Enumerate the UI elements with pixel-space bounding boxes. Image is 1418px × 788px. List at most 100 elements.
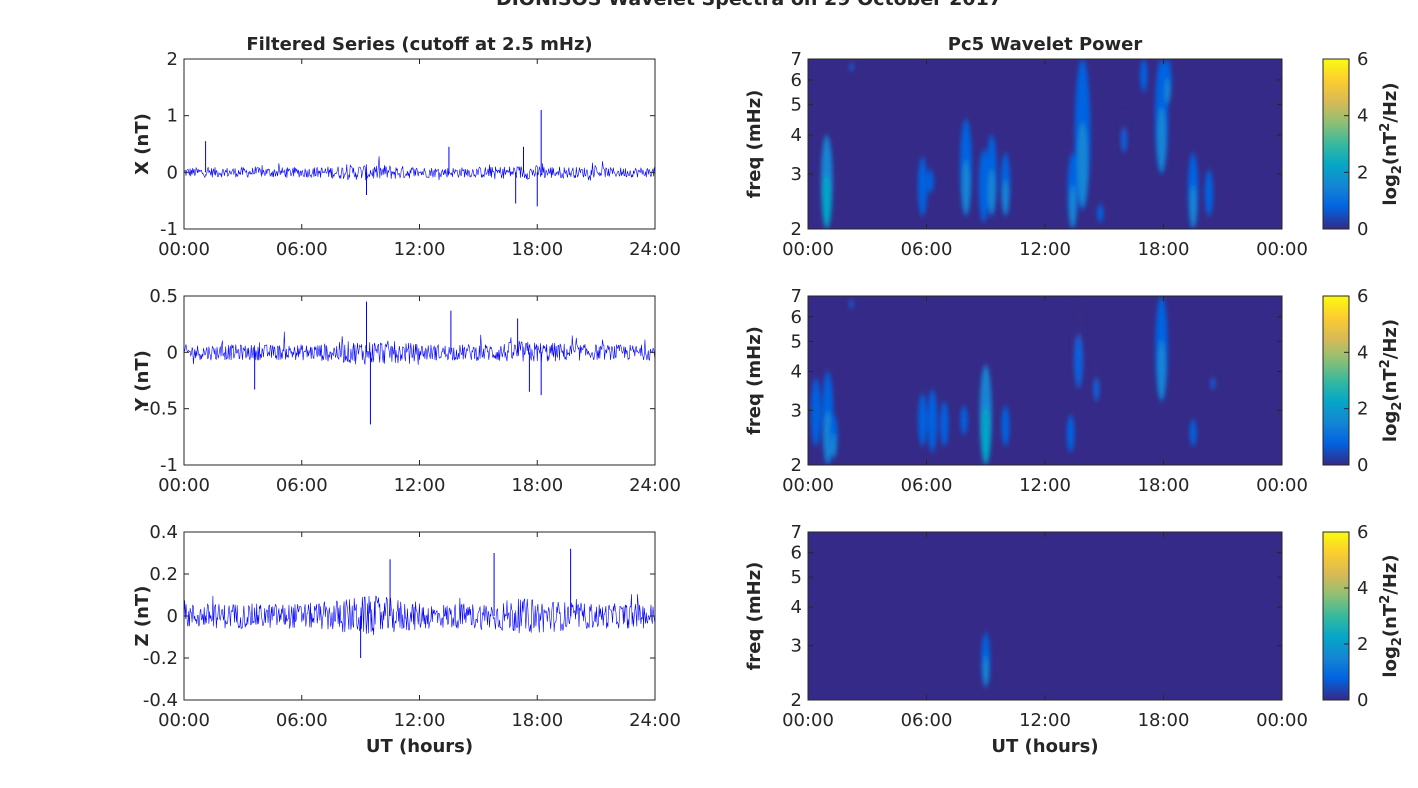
heatmap-background	[808, 296, 1282, 465]
y-tick-label: 2	[791, 690, 802, 711]
x-axis-label: UT (hours)	[991, 736, 1098, 757]
y-tick-label: 0.2	[149, 564, 178, 585]
y-tick-label: 4	[791, 597, 802, 618]
colorbar-gradient	[1322, 58, 1350, 230]
colorbar-tick-label: 0	[1357, 219, 1368, 240]
power-blob-core	[941, 420, 948, 446]
power-blob-core	[849, 64, 854, 71]
y-tick-label: 7	[791, 522, 802, 543]
y-axis-label: Y (nT)	[132, 350, 153, 412]
power-blob-core	[987, 169, 996, 215]
power-blobs	[811, 296, 1217, 465]
subplot-title: Filtered Series (cutoff at 2.5 mHz)	[246, 34, 592, 55]
filtered-trace	[183, 594, 656, 636]
x-tick-label: 00:00	[782, 475, 834, 496]
y-tick-label: 6	[791, 70, 802, 91]
y-axis-label: freq (mHz)	[744, 326, 765, 435]
y-tick-label: -1	[160, 455, 178, 476]
power-blob-core	[1141, 72, 1147, 92]
y-tick-label: 0	[167, 342, 178, 363]
colorbar-tick-label: 2	[1357, 399, 1368, 420]
subplot-2: 00:00 06:00 12:00 18:00 24:00 -1 -0.5 0 0.5 Y (nT…	[132, 286, 681, 496]
y-tick-label: 4	[791, 125, 802, 146]
power-blob-core	[1157, 340, 1166, 400]
colorbar-tick-label: 4	[1357, 578, 1368, 599]
colorbar-gradient	[1322, 531, 1350, 701]
y-tick-label: -0.5	[143, 399, 178, 420]
y-tick-label: 0	[167, 606, 178, 627]
power-blobs	[981, 632, 991, 688]
y-tick-label: 7	[791, 49, 802, 70]
y-tick-label: -0.2	[143, 648, 178, 669]
y-tick-label: 2	[791, 219, 802, 240]
power-blob-core	[1074, 335, 1083, 388]
y-tick-label: 5	[791, 331, 802, 352]
x-tick-label: 12:00	[1019, 239, 1071, 260]
power-blob-core	[812, 406, 820, 445]
y-axis-label: X (nT)	[132, 113, 153, 175]
x-tick-label: 00:00	[1256, 710, 1308, 731]
x-tick-label: 18:00	[511, 239, 563, 260]
x-tick-label: 18:00	[511, 475, 563, 496]
colorbar-tick-label: 2	[1357, 162, 1368, 183]
y-axis-label: freq (mHz)	[744, 562, 765, 671]
colorbar: 0 2 4 6 log2(nT2/Hz)	[1322, 49, 1405, 240]
x-tick-label: 00:00	[1256, 475, 1308, 496]
power-blob-core	[928, 179, 933, 193]
power-blob-core	[980, 179, 988, 221]
filtered-trace	[183, 331, 656, 365]
y-tick-label: 5	[791, 95, 802, 116]
x-tick-label: 12:00	[1019, 710, 1071, 731]
power-blob-core	[1069, 184, 1077, 228]
colorbar-tick-label: 4	[1357, 342, 1368, 363]
heatmap-background	[808, 532, 1282, 700]
power-blob-core	[1190, 430, 1196, 446]
y-tick-label: 6	[791, 307, 802, 328]
y-tick-label: 3	[791, 636, 802, 657]
heatmap-background	[808, 59, 1282, 229]
x-tick-label: 18:00	[1138, 475, 1190, 496]
power-blob-core	[823, 410, 832, 464]
y-tick-label: 3	[791, 164, 802, 185]
x-tick-label: 06:00	[901, 710, 953, 731]
y-tick-label: 1	[167, 106, 178, 127]
filtered-trace	[183, 156, 656, 181]
x-tick-label: 06:00	[276, 475, 328, 496]
x-tick-label: 18:00	[1138, 710, 1190, 731]
y-axis-label: Z (nT)	[132, 586, 153, 647]
y-tick-label: 4	[791, 361, 802, 382]
power-blob-core	[1098, 211, 1103, 223]
figure-title: DIONISOS Wavelet Spectra on 29 October 2…	[496, 0, 1002, 10]
x-tick-label: 18:00	[511, 710, 563, 731]
power-blob-core	[982, 655, 989, 687]
power-blob-core	[830, 433, 837, 458]
y-tick-label: 5	[791, 567, 802, 588]
x-tick-label: 00:00	[158, 239, 210, 260]
x-tick-label: 06:00	[276, 710, 328, 731]
x-tick-label: 24:00	[629, 710, 681, 731]
y-tick-label: -0.4	[143, 690, 178, 711]
colorbar-label: log2(nT2/Hz)	[1378, 554, 1405, 677]
power-blob-core	[1210, 379, 1216, 390]
colorbar: 0 2 4 6 log2(nT2/Hz)	[1322, 286, 1405, 476]
power-blob-core	[1156, 107, 1167, 172]
colorbar-tick-label: 0	[1357, 690, 1368, 711]
x-tick-label: 00:00	[782, 239, 834, 260]
y-tick-label: 2	[167, 49, 178, 70]
power-blob-core	[1068, 430, 1074, 452]
y-axis-label: freq (mHz)	[744, 90, 765, 199]
power-blob-core	[929, 415, 936, 451]
y-tick-label: 0	[167, 162, 178, 183]
x-tick-label: 24:00	[629, 475, 681, 496]
colorbar: 0 2 4 6 log2(nT2/Hz)	[1322, 522, 1405, 711]
colorbar-tick-label: 0	[1357, 455, 1368, 476]
axes-box	[183, 531, 656, 701]
x-axis-label: UT (hours)	[366, 736, 473, 757]
axes-box	[183, 58, 656, 230]
colorbar-tick-label: 6	[1357, 49, 1368, 70]
power-blob-core	[1077, 122, 1088, 208]
power-blob-core	[919, 415, 926, 446]
colorbar-tick-label: 6	[1357, 522, 1368, 543]
